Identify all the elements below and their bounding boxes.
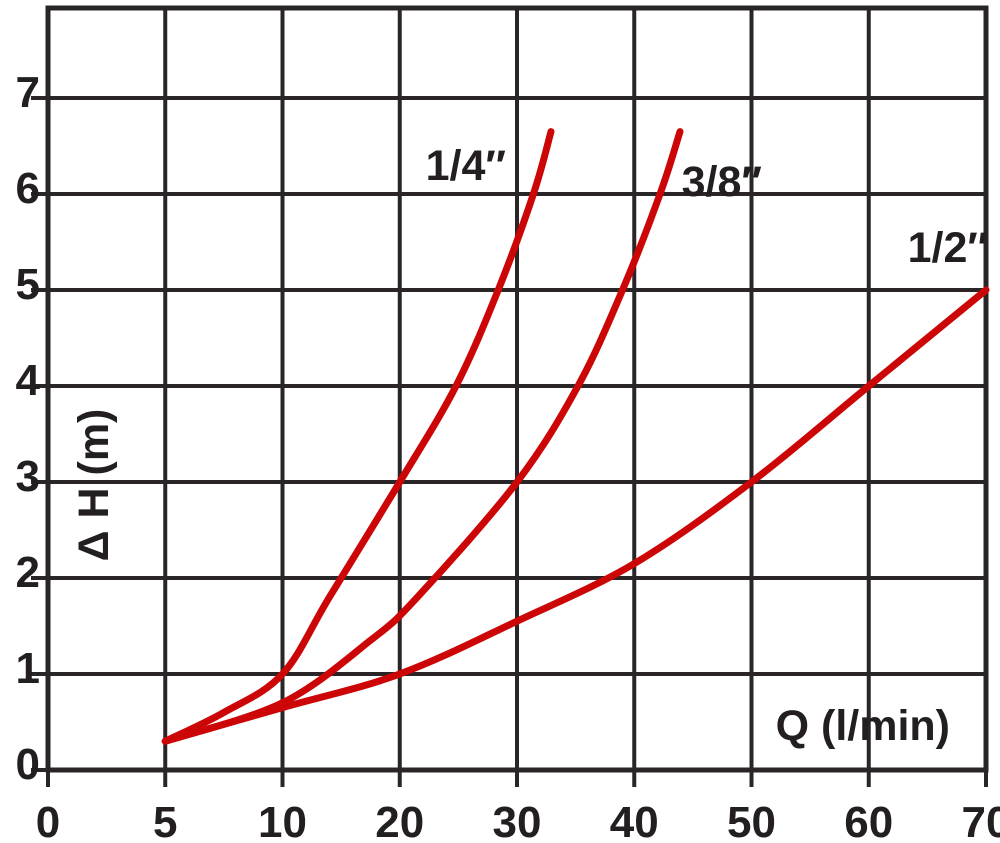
x-tick-label: 10 — [258, 798, 307, 843]
y-tick-label: 0 — [16, 740, 40, 789]
grid-lines — [46, 8, 988, 772]
y-axis-title: Δ H (m) — [70, 409, 118, 562]
tick-labels: 0 5 10 20 30 40 50 60 70 0 1 2 3 4 5 6 7 — [16, 68, 1000, 843]
curve-half-inch — [161, 286, 990, 745]
curve-label-3: 1/2″ — [908, 224, 988, 272]
x-tick-label: 60 — [844, 798, 893, 843]
curve-quarter-inch — [161, 128, 555, 745]
y-tick-label: 1 — [16, 644, 40, 693]
y-tick-label: 5 — [16, 260, 40, 309]
curve-three-eighths-inch — [161, 128, 684, 745]
x-tick-label: 20 — [375, 798, 424, 843]
curves — [161, 128, 990, 745]
x-tick-label: 0 — [36, 798, 60, 843]
x-tick-label: 30 — [493, 798, 542, 843]
x-tick-label: 70 — [962, 798, 1000, 843]
x-axis-title: Q (l/min) — [776, 702, 950, 750]
curve-label-1: 1/4″ — [426, 142, 506, 190]
y-tick-label: 6 — [16, 164, 40, 213]
y-tick-label: 7 — [16, 68, 40, 117]
x-tick-label: 5 — [153, 798, 177, 843]
y-tick-label: 4 — [16, 356, 41, 405]
labels: Q (l/min) Δ H (m) 1/4″ 3/8″ 1/2″ — [70, 142, 988, 750]
y-tick-label: 3 — [16, 452, 40, 501]
x-tick-label: 50 — [727, 798, 776, 843]
axis-ticks — [31, 96, 988, 787]
curve-label-2: 3/8″ — [682, 158, 762, 206]
y-tick-label: 2 — [16, 548, 40, 597]
x-tick-label: 40 — [610, 798, 659, 843]
